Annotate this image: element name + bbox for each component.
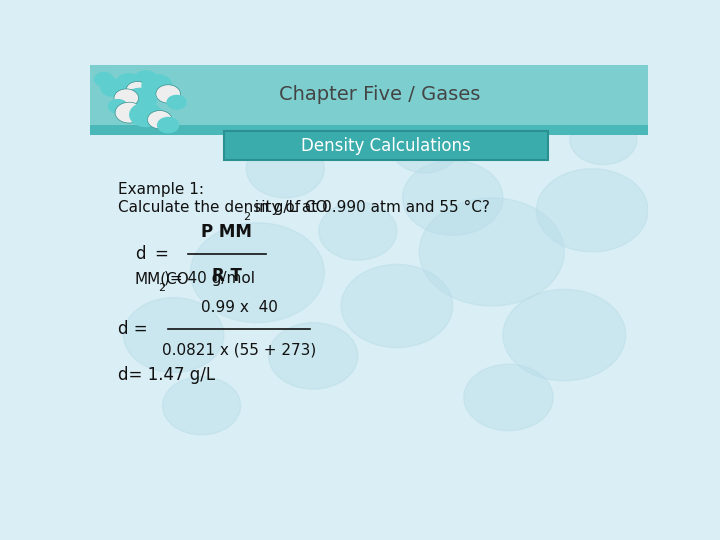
- Text: )= 40 g/mol: )= 40 g/mol: [164, 271, 256, 286]
- Text: Density Calculations: Density Calculations: [301, 137, 471, 155]
- Text: Example 1:: Example 1:: [118, 182, 204, 197]
- Circle shape: [157, 117, 179, 133]
- FancyBboxPatch shape: [224, 131, 547, 160]
- Circle shape: [115, 102, 143, 123]
- Circle shape: [100, 78, 125, 97]
- Text: P MM: P MM: [202, 224, 252, 241]
- Text: 2: 2: [243, 212, 250, 222]
- Circle shape: [503, 289, 626, 381]
- Circle shape: [341, 265, 453, 348]
- Circle shape: [94, 72, 114, 87]
- Circle shape: [124, 87, 157, 113]
- Circle shape: [402, 160, 503, 235]
- Circle shape: [133, 70, 158, 89]
- Circle shape: [166, 94, 186, 110]
- Circle shape: [269, 322, 358, 389]
- Circle shape: [156, 85, 181, 103]
- Circle shape: [190, 223, 324, 322]
- Circle shape: [126, 82, 148, 98]
- Text: in g/L at 0.990 atm and 55 °C?: in g/L at 0.990 atm and 55 °C?: [251, 200, 490, 215]
- Circle shape: [148, 111, 172, 129]
- Circle shape: [319, 202, 397, 260]
- Text: 2: 2: [158, 282, 165, 293]
- FancyBboxPatch shape: [90, 65, 648, 125]
- Circle shape: [141, 74, 173, 97]
- Circle shape: [108, 99, 128, 114]
- Text: MM(CO: MM(CO: [135, 271, 189, 286]
- Text: d =: d =: [118, 320, 148, 338]
- Circle shape: [392, 123, 459, 173]
- Circle shape: [570, 114, 637, 165]
- Circle shape: [129, 102, 163, 127]
- Text: R T: R T: [212, 267, 242, 285]
- Text: Chapter Five / Gases: Chapter Five / Gases: [279, 85, 481, 104]
- Text: 0.99 x  40: 0.99 x 40: [201, 300, 278, 315]
- FancyBboxPatch shape: [90, 125, 648, 136]
- Text: Calculate the density of CO: Calculate the density of CO: [118, 200, 328, 215]
- Circle shape: [419, 198, 564, 306]
- Text: d= 1.47 g/L: d= 1.47 g/L: [118, 366, 215, 383]
- Circle shape: [115, 73, 143, 94]
- Circle shape: [246, 140, 324, 198]
- Circle shape: [124, 298, 224, 373]
- Circle shape: [163, 377, 240, 435]
- Text: 0.0821 x (55 + 273): 0.0821 x (55 + 273): [162, 343, 316, 358]
- Circle shape: [536, 168, 648, 252]
- Circle shape: [464, 364, 553, 431]
- Circle shape: [114, 89, 138, 107]
- Text: d $=$: d $=$: [135, 245, 168, 263]
